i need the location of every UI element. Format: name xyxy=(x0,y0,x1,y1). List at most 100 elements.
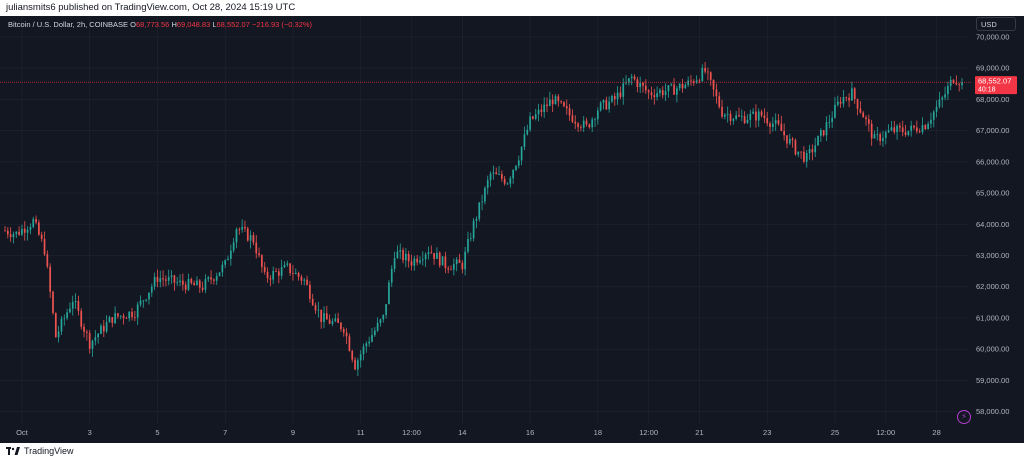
candle xyxy=(859,101,862,114)
candle-body xyxy=(213,279,215,281)
candle xyxy=(385,304,387,319)
candle xyxy=(822,129,825,137)
candle xyxy=(681,78,684,93)
candle xyxy=(100,323,102,335)
candle xyxy=(481,194,483,211)
candle xyxy=(198,279,201,293)
currency-button[interactable]: USD xyxy=(976,17,1016,31)
candle xyxy=(853,87,856,104)
candle xyxy=(599,100,602,112)
candle xyxy=(701,64,704,83)
candle xyxy=(690,75,692,86)
candle xyxy=(388,279,390,305)
candle xyxy=(150,283,153,297)
candle-body xyxy=(63,318,66,319)
candle-body xyxy=(153,276,156,287)
candle xyxy=(819,128,822,142)
candle xyxy=(371,328,373,343)
candle-body xyxy=(882,138,884,142)
candle-body xyxy=(500,174,503,179)
candle xyxy=(574,115,577,129)
candle-body xyxy=(351,350,354,360)
candle xyxy=(667,85,670,98)
candle-body xyxy=(853,88,856,100)
candle xyxy=(537,103,540,122)
candle-body xyxy=(755,111,757,121)
candle-body xyxy=(557,96,560,102)
candle-body xyxy=(636,79,639,87)
candle xyxy=(57,325,60,343)
candle xyxy=(515,165,517,172)
candle-body xyxy=(630,76,633,79)
candle-body xyxy=(128,311,131,319)
candle-body xyxy=(35,219,37,223)
candle xyxy=(938,91,941,109)
candle-body xyxy=(365,343,368,347)
candle-body xyxy=(616,92,619,100)
candle xyxy=(580,124,582,132)
candle xyxy=(958,82,961,92)
candle xyxy=(69,302,71,314)
candle xyxy=(176,276,179,286)
candle-body xyxy=(944,94,946,98)
candle xyxy=(373,327,376,337)
candle xyxy=(125,316,128,319)
candle-body xyxy=(856,99,859,109)
candle-body xyxy=(9,234,12,238)
candle-body xyxy=(752,111,754,114)
candle-body xyxy=(608,101,610,110)
candle-body xyxy=(167,277,170,281)
chart-frame[interactable]: 58,000.00 59,000.00 60,000.00 61,000.00 62,0… xyxy=(0,16,1024,443)
price-tick-label: 68,000.00 xyxy=(976,95,1009,104)
candle xyxy=(201,281,204,293)
candle xyxy=(588,123,591,129)
candle-body xyxy=(678,83,681,89)
candle xyxy=(774,113,777,131)
candle-body xyxy=(546,104,548,107)
time-tick-label: 23 xyxy=(763,428,771,437)
candle-body xyxy=(246,228,249,241)
candle xyxy=(831,111,833,128)
price-tick-label: 70,000.00 xyxy=(976,32,1009,41)
candle-body xyxy=(594,119,596,121)
candle-body xyxy=(325,313,328,320)
candle-body xyxy=(86,331,88,333)
candle xyxy=(379,318,382,327)
candle xyxy=(362,343,365,361)
replay-lightning-icon[interactable]: ⚡ xyxy=(957,410,971,424)
candle xyxy=(777,114,780,126)
candle xyxy=(441,256,444,266)
candle-body xyxy=(622,83,625,97)
candle xyxy=(729,110,732,126)
candle-body xyxy=(548,99,551,107)
high-value: 69,048.83 xyxy=(176,20,211,29)
candle-body xyxy=(667,85,670,92)
candle xyxy=(162,270,164,287)
candle-body xyxy=(543,104,546,113)
candle xyxy=(60,316,63,336)
candle-body xyxy=(60,318,63,332)
candle-body xyxy=(947,86,949,95)
candle-body xyxy=(817,135,819,146)
candle-body xyxy=(450,269,452,271)
price-axis[interactable]: 58,000.00 59,000.00 60,000.00 61,000.00 62,0… xyxy=(976,32,1009,416)
candle-body xyxy=(845,97,848,99)
candle xyxy=(927,121,929,130)
candle xyxy=(760,109,763,118)
candle xyxy=(461,260,464,274)
candle xyxy=(83,323,85,338)
candle xyxy=(568,103,571,121)
candle xyxy=(255,235,258,259)
time-axis[interactable]: Oct 3 5 7 9 11 12:00 14 16 18 12:00 21 23 25 12:00 28 xyxy=(16,428,941,437)
candle-body xyxy=(176,282,179,283)
price-chart[interactable]: 58,000.00 59,000.00 60,000.00 61,000.00 62,0… xyxy=(0,16,1024,443)
candle-body xyxy=(100,325,102,334)
candle-body xyxy=(108,317,111,323)
candle xyxy=(365,341,368,353)
candle xyxy=(628,77,630,86)
candle xyxy=(924,123,927,130)
candle-body xyxy=(582,120,585,128)
candle xyxy=(258,247,260,258)
candle xyxy=(227,255,229,261)
candle-body xyxy=(362,346,365,355)
